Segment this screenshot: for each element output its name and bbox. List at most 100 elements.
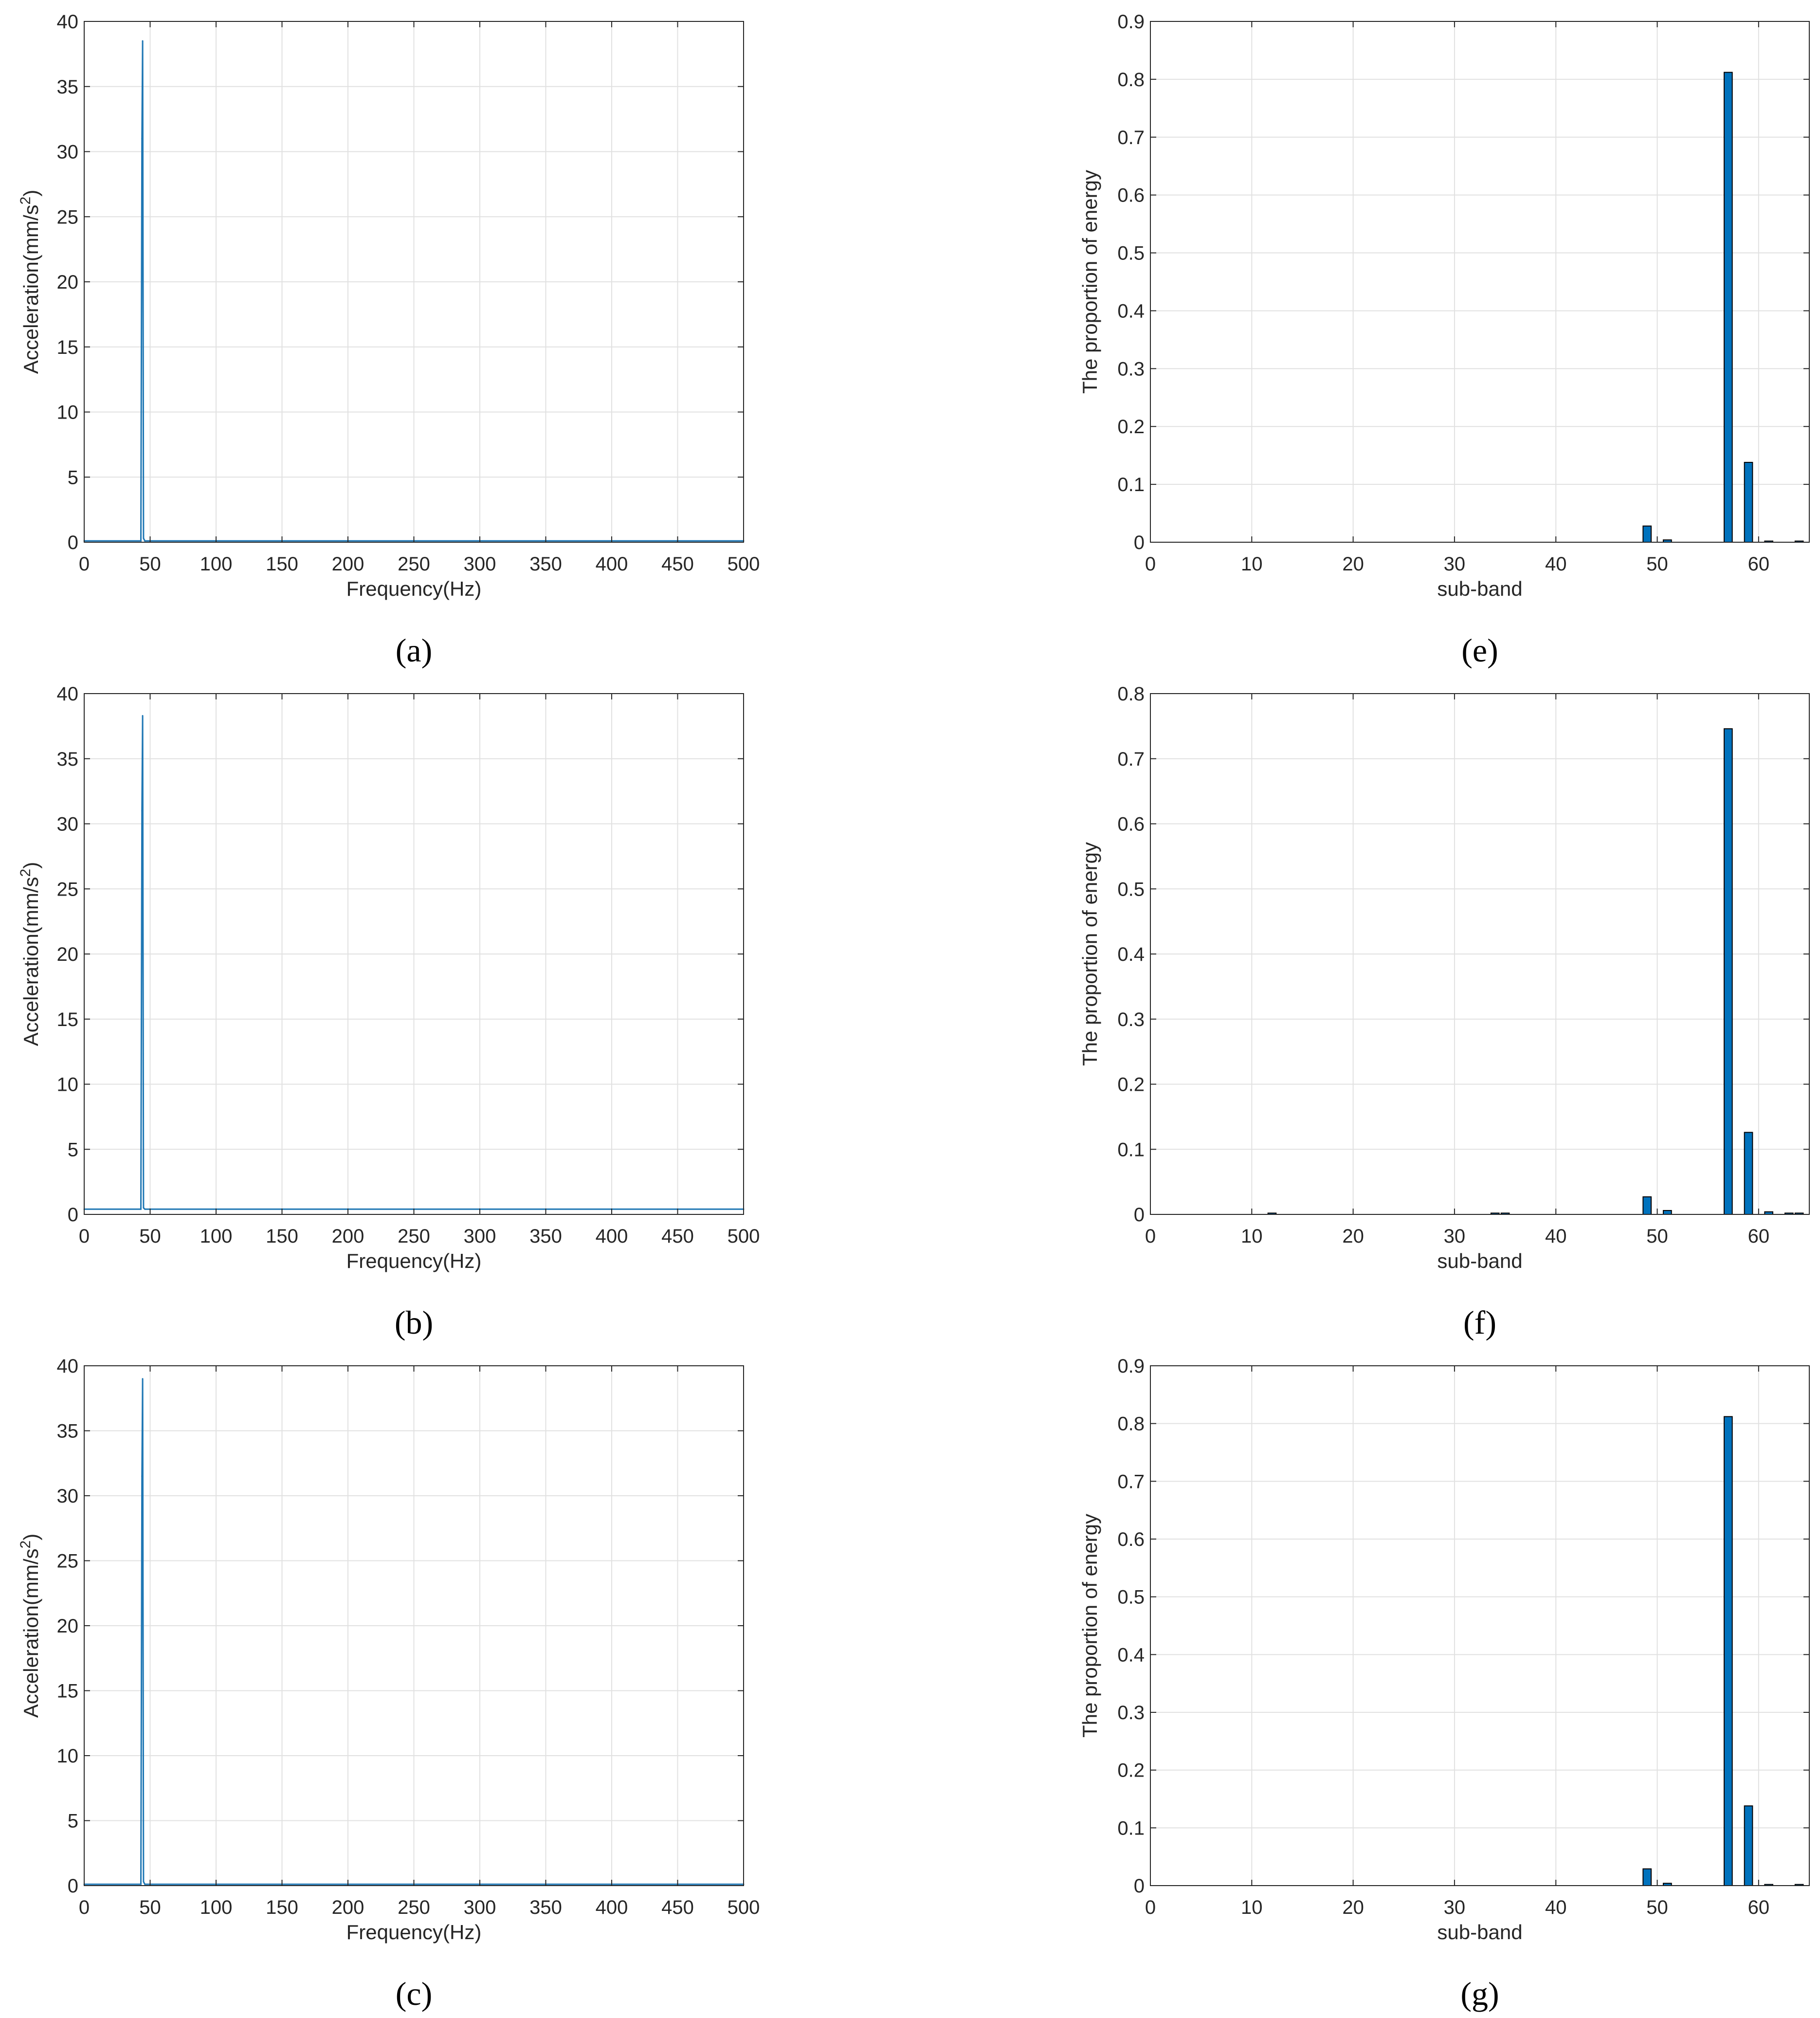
x-tick-label: 200 <box>332 1226 364 1247</box>
panel-a: 0 50 100 150 200 250 300 350 400 450 500 0 5 10 15 20 25… <box>18 11 760 669</box>
y-tick-label: 35 <box>57 749 79 770</box>
y-tick-label: 35 <box>57 76 79 98</box>
y-axis-label-paren: ) <box>19 1534 42 1541</box>
data-point <box>144 540 146 542</box>
y-tick-label: 0.5 <box>1117 243 1145 264</box>
data-point <box>143 1207 145 1209</box>
panel-f: 0 10 20 30 40 50 60 0 0.1 0.2 0.3 0.4 0.5 0.6 0.7 0.8 su… <box>1078 683 1810 1341</box>
bar <box>1724 1416 1733 1887</box>
panel-b: 0 50 100 150 200 250 300 350 400 450 500 0 5 10 15 20 25… <box>18 683 760 1341</box>
y-tick-label: 0 <box>1134 1875 1145 1897</box>
y-tick-label: 0 <box>68 1204 78 1226</box>
panel-c: 0 50 100 150 200 250 300 350 400 450 500 0 5 10 15 20 25… <box>18 1356 760 2012</box>
x-tick-label: 300 <box>464 1897 496 1918</box>
y-axis-label: The proportion of energy <box>1078 842 1101 1066</box>
y-axis-label: The proportion of energy <box>1078 1514 1101 1738</box>
x-tick-label: 400 <box>596 553 628 575</box>
y-tick-label: 0.3 <box>1117 358 1145 380</box>
x-tick-label: 50 <box>139 1897 161 1918</box>
panel-caption: (a) <box>396 632 432 669</box>
bar <box>1642 1868 1652 1887</box>
y-tick-label: 10 <box>57 402 79 423</box>
x-tick-label: 250 <box>398 553 430 575</box>
axes-frame <box>1150 21 1810 543</box>
x-tick-label: 30 <box>1444 1226 1466 1247</box>
x-tick-label: 0 <box>79 553 90 575</box>
y-tick-label: 0 <box>68 1875 78 1897</box>
y-tick-label: 20 <box>57 1615 79 1637</box>
y-tick-label: 0.4 <box>1117 944 1145 965</box>
x-tick-label: 30 <box>1444 553 1466 575</box>
x-tick-label: 100 <box>200 1897 233 1918</box>
y-tick-label: 0.4 <box>1117 300 1145 322</box>
panel-g: 0 10 20 30 40 50 60 0 0.1 0.2 0.3 0.4 0.5 0.6 0.7 0.8 0.… <box>1078 1356 1810 2012</box>
x-tick-label: 450 <box>661 1897 694 1918</box>
y-axis-label: The proportion of energy <box>1078 170 1101 394</box>
y-tick-label: 15 <box>57 1681 79 1702</box>
panel-caption: (g) <box>1460 1975 1499 2012</box>
x-tick-label: 10 <box>1241 1226 1263 1247</box>
x-tick-label: 10 <box>1241 553 1263 575</box>
plot-area <box>1150 21 1809 542</box>
y-tick-label: 0 <box>1134 1204 1145 1226</box>
y-tick-label: 0.3 <box>1117 1009 1145 1030</box>
x-tick-label: 50 <box>1646 1226 1668 1247</box>
y-tick-label: 0 <box>1134 532 1145 553</box>
y-tick-label: 0.8 <box>1117 69 1145 91</box>
x-tick-label: 250 <box>398 1897 430 1918</box>
data-point <box>142 40 144 42</box>
y-tick-label: 0.6 <box>1117 1529 1145 1550</box>
x-tick-label: 100 <box>200 553 233 575</box>
y-tick-label: 35 <box>57 1421 79 1442</box>
y-tick-label: 0.1 <box>1117 1139 1145 1160</box>
data-point <box>143 537 145 539</box>
panel-caption: (e) <box>1461 632 1498 669</box>
data-point <box>140 1883 142 1885</box>
bar <box>1642 525 1652 543</box>
y-tick-label: 20 <box>57 272 79 293</box>
x-tick-label: 10 <box>1241 1897 1263 1918</box>
y-tick-label: 0.9 <box>1117 1356 1145 1377</box>
x-axis-label: sub-band <box>1437 1921 1522 1944</box>
x-tick-label: 50 <box>1646 553 1668 575</box>
x-tick-label: 300 <box>464 1226 496 1247</box>
panel-caption: (f) <box>1463 1304 1496 1341</box>
x-tick-label: 0 <box>79 1226 90 1247</box>
y-tick-label: 0 <box>68 532 78 553</box>
data-point <box>142 715 144 716</box>
y-tick-label: 40 <box>57 1356 79 1377</box>
data-point <box>142 1378 144 1380</box>
data-point <box>144 1208 146 1210</box>
x-tick-label: 200 <box>332 553 364 575</box>
data-point <box>140 540 142 542</box>
bar <box>1724 728 1733 1215</box>
y-axis-label-superscript: 2 <box>18 869 34 877</box>
x-tick-label: 30 <box>1444 1897 1466 1918</box>
y-axis-label-paren: ) <box>19 862 42 869</box>
y-axis-label-text: Acceleration(mm/s <box>19 1548 42 1718</box>
panel-caption: (b) <box>395 1304 433 1341</box>
y-tick-label: 0.5 <box>1117 1587 1145 1608</box>
x-tick-label: 150 <box>266 1226 298 1247</box>
y-axis-label-superscript: 2 <box>18 197 34 205</box>
data-point <box>141 810 143 812</box>
x-tick-label: 60 <box>1748 553 1770 575</box>
x-tick-label: 0 <box>1145 1226 1156 1247</box>
x-tick-label: 500 <box>728 1226 760 1247</box>
y-axis-label-paren: ) <box>19 190 42 197</box>
x-tick-label: 500 <box>728 553 760 575</box>
y-tick-label: 0.8 <box>1117 1413 1145 1435</box>
x-tick-label: 350 <box>529 1897 562 1918</box>
x-tick-label: 20 <box>1342 553 1364 575</box>
data-point <box>144 1883 146 1885</box>
x-tick-label: 60 <box>1748 1226 1770 1247</box>
data-point <box>140 1208 142 1210</box>
y-tick-label: 25 <box>57 206 79 228</box>
x-tick-label: 0 <box>79 1897 90 1918</box>
x-tick-label: 20 <box>1342 1226 1364 1247</box>
y-tick-label: 0.5 <box>1117 879 1145 900</box>
y-tick-label: 25 <box>57 879 79 900</box>
y-tick-label: 30 <box>57 142 79 163</box>
panel-caption: (c) <box>396 1975 432 2012</box>
